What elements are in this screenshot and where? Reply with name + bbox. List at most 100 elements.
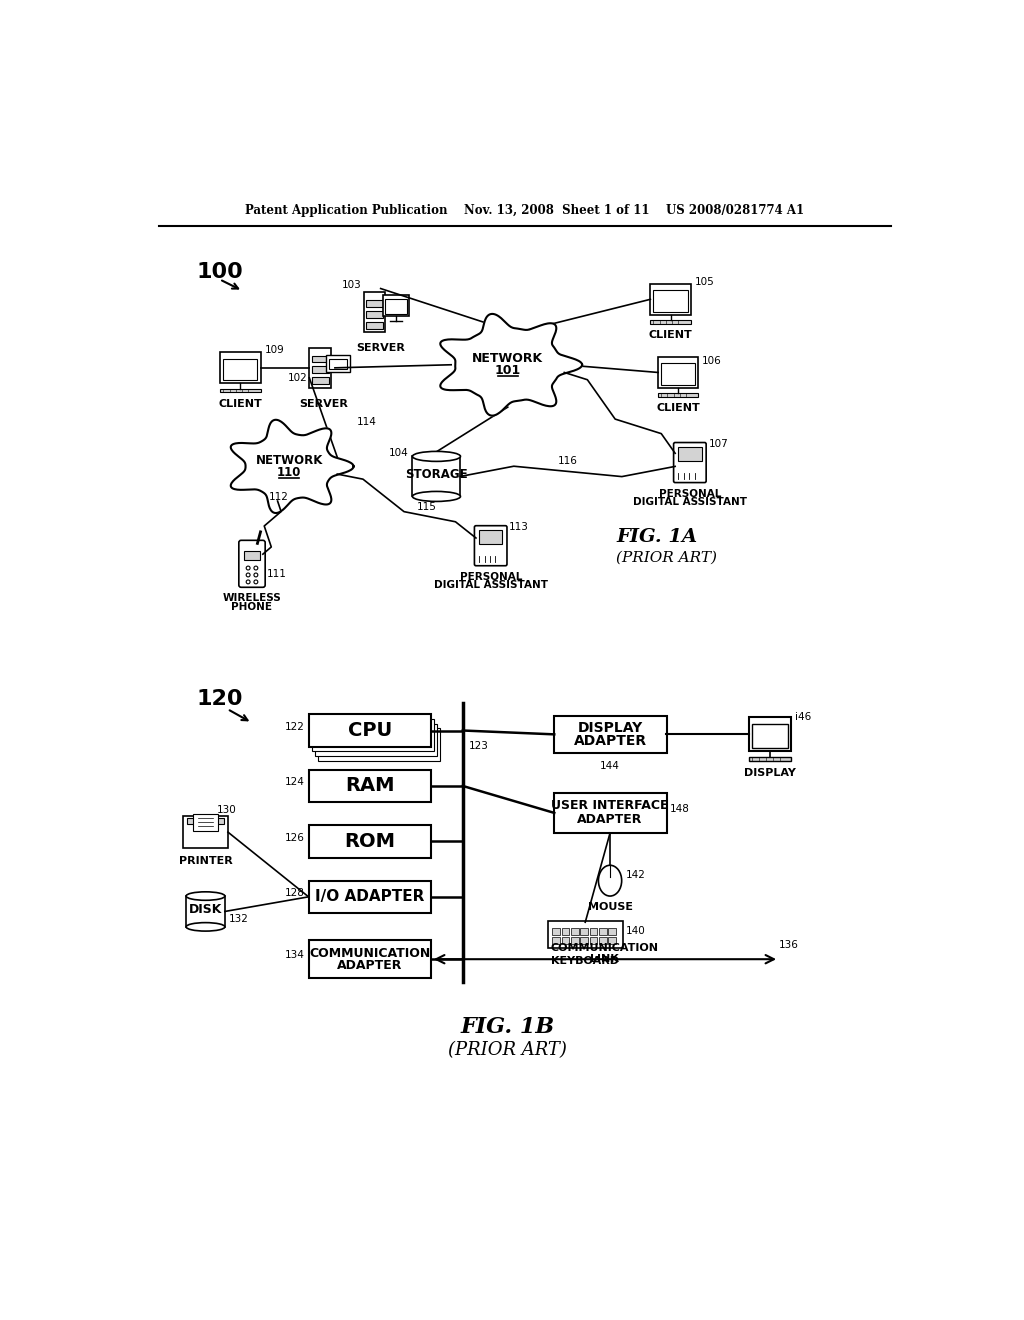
Text: WIRELESS: WIRELESS xyxy=(222,593,282,603)
Ellipse shape xyxy=(413,451,461,462)
Text: LINK: LINK xyxy=(590,954,618,964)
Text: i46: i46 xyxy=(795,713,811,722)
Circle shape xyxy=(254,573,258,577)
FancyBboxPatch shape xyxy=(658,358,698,388)
FancyBboxPatch shape xyxy=(650,284,690,314)
FancyBboxPatch shape xyxy=(194,813,218,830)
FancyBboxPatch shape xyxy=(599,928,606,935)
Text: CLIENT: CLIENT xyxy=(656,404,700,413)
Text: 120: 120 xyxy=(197,689,243,709)
Polygon shape xyxy=(440,314,582,416)
Text: CPU: CPU xyxy=(348,721,392,741)
Text: 115: 115 xyxy=(417,502,436,512)
Ellipse shape xyxy=(186,923,225,931)
FancyBboxPatch shape xyxy=(220,352,260,383)
FancyBboxPatch shape xyxy=(653,290,687,312)
FancyBboxPatch shape xyxy=(608,928,615,935)
Text: 126: 126 xyxy=(285,833,305,842)
Text: 114: 114 xyxy=(356,417,377,426)
FancyBboxPatch shape xyxy=(308,714,431,747)
Ellipse shape xyxy=(598,866,622,896)
Text: 107: 107 xyxy=(709,440,728,449)
FancyBboxPatch shape xyxy=(474,525,507,566)
FancyBboxPatch shape xyxy=(385,300,407,314)
Text: SERVER: SERVER xyxy=(300,399,348,409)
FancyBboxPatch shape xyxy=(752,723,788,748)
Text: 132: 132 xyxy=(228,915,249,924)
FancyBboxPatch shape xyxy=(561,937,569,944)
FancyBboxPatch shape xyxy=(245,552,260,560)
FancyBboxPatch shape xyxy=(658,393,698,397)
FancyBboxPatch shape xyxy=(309,348,331,388)
Text: 101: 101 xyxy=(495,364,521,378)
Text: 142: 142 xyxy=(626,870,645,879)
FancyBboxPatch shape xyxy=(554,793,667,833)
FancyBboxPatch shape xyxy=(329,359,347,370)
Text: 110: 110 xyxy=(278,466,301,479)
Polygon shape xyxy=(230,420,353,513)
Text: 109: 109 xyxy=(264,345,284,355)
FancyBboxPatch shape xyxy=(599,937,606,944)
Text: COMMUNICATION: COMMUNICATION xyxy=(551,944,658,953)
Text: ROM: ROM xyxy=(344,832,395,851)
Text: ADAPTER: ADAPTER xyxy=(337,958,402,972)
FancyBboxPatch shape xyxy=(581,937,588,944)
Text: 103: 103 xyxy=(342,280,362,289)
FancyBboxPatch shape xyxy=(220,388,260,392)
Text: 123: 123 xyxy=(469,741,488,751)
Text: DISPLAY: DISPLAY xyxy=(743,768,796,779)
FancyBboxPatch shape xyxy=(308,940,431,978)
FancyBboxPatch shape xyxy=(311,719,434,751)
Text: NETWORK: NETWORK xyxy=(472,352,544,366)
Text: 148: 148 xyxy=(670,804,689,814)
Text: (PRIOR ART): (PRIOR ART) xyxy=(616,550,717,564)
FancyBboxPatch shape xyxy=(308,825,431,858)
FancyBboxPatch shape xyxy=(548,921,624,948)
Text: RAM: RAM xyxy=(345,776,394,796)
Text: 105: 105 xyxy=(694,277,715,286)
Text: 144: 144 xyxy=(600,760,620,771)
Text: DIGITAL ASSISTANT: DIGITAL ASSISTANT xyxy=(434,581,548,590)
Text: FIG. 1A: FIG. 1A xyxy=(616,528,697,546)
Text: PRINTER: PRINTER xyxy=(178,857,232,866)
FancyBboxPatch shape xyxy=(187,818,224,825)
FancyBboxPatch shape xyxy=(678,447,701,461)
Text: PERSONAL: PERSONAL xyxy=(658,488,721,499)
FancyBboxPatch shape xyxy=(308,770,431,803)
FancyBboxPatch shape xyxy=(662,363,695,385)
Circle shape xyxy=(246,566,250,570)
FancyBboxPatch shape xyxy=(311,367,329,374)
Text: 130: 130 xyxy=(216,805,237,814)
Text: 106: 106 xyxy=(702,356,722,366)
FancyBboxPatch shape xyxy=(366,312,383,318)
Ellipse shape xyxy=(186,892,225,900)
FancyBboxPatch shape xyxy=(571,937,579,944)
Text: MOUSE: MOUSE xyxy=(588,903,633,912)
FancyBboxPatch shape xyxy=(413,457,461,496)
FancyBboxPatch shape xyxy=(327,355,349,372)
Text: 116: 116 xyxy=(558,455,579,466)
FancyBboxPatch shape xyxy=(239,540,265,587)
FancyBboxPatch shape xyxy=(186,896,225,927)
FancyBboxPatch shape xyxy=(650,321,690,323)
Text: PHONE: PHONE xyxy=(231,602,272,612)
FancyBboxPatch shape xyxy=(366,322,383,329)
FancyBboxPatch shape xyxy=(554,715,667,752)
Text: SERVER: SERVER xyxy=(356,343,406,354)
FancyBboxPatch shape xyxy=(749,758,792,762)
FancyBboxPatch shape xyxy=(608,937,615,944)
FancyBboxPatch shape xyxy=(183,816,228,849)
FancyBboxPatch shape xyxy=(552,937,560,944)
Text: (PRIOR ART): (PRIOR ART) xyxy=(449,1041,567,1059)
Text: DIGITAL ASSISTANT: DIGITAL ASSISTANT xyxy=(633,498,746,507)
Circle shape xyxy=(254,579,258,583)
FancyBboxPatch shape xyxy=(561,928,569,935)
Text: I/O ADAPTER: I/O ADAPTER xyxy=(315,890,425,904)
Text: KEYBOARD: KEYBOARD xyxy=(551,956,620,966)
FancyBboxPatch shape xyxy=(311,355,329,363)
FancyBboxPatch shape xyxy=(479,531,503,544)
Text: DISPLAY: DISPLAY xyxy=(578,721,643,735)
FancyBboxPatch shape xyxy=(383,296,410,317)
Text: ADAPTER: ADAPTER xyxy=(573,734,646,747)
Text: ADAPTER: ADAPTER xyxy=(578,813,643,826)
